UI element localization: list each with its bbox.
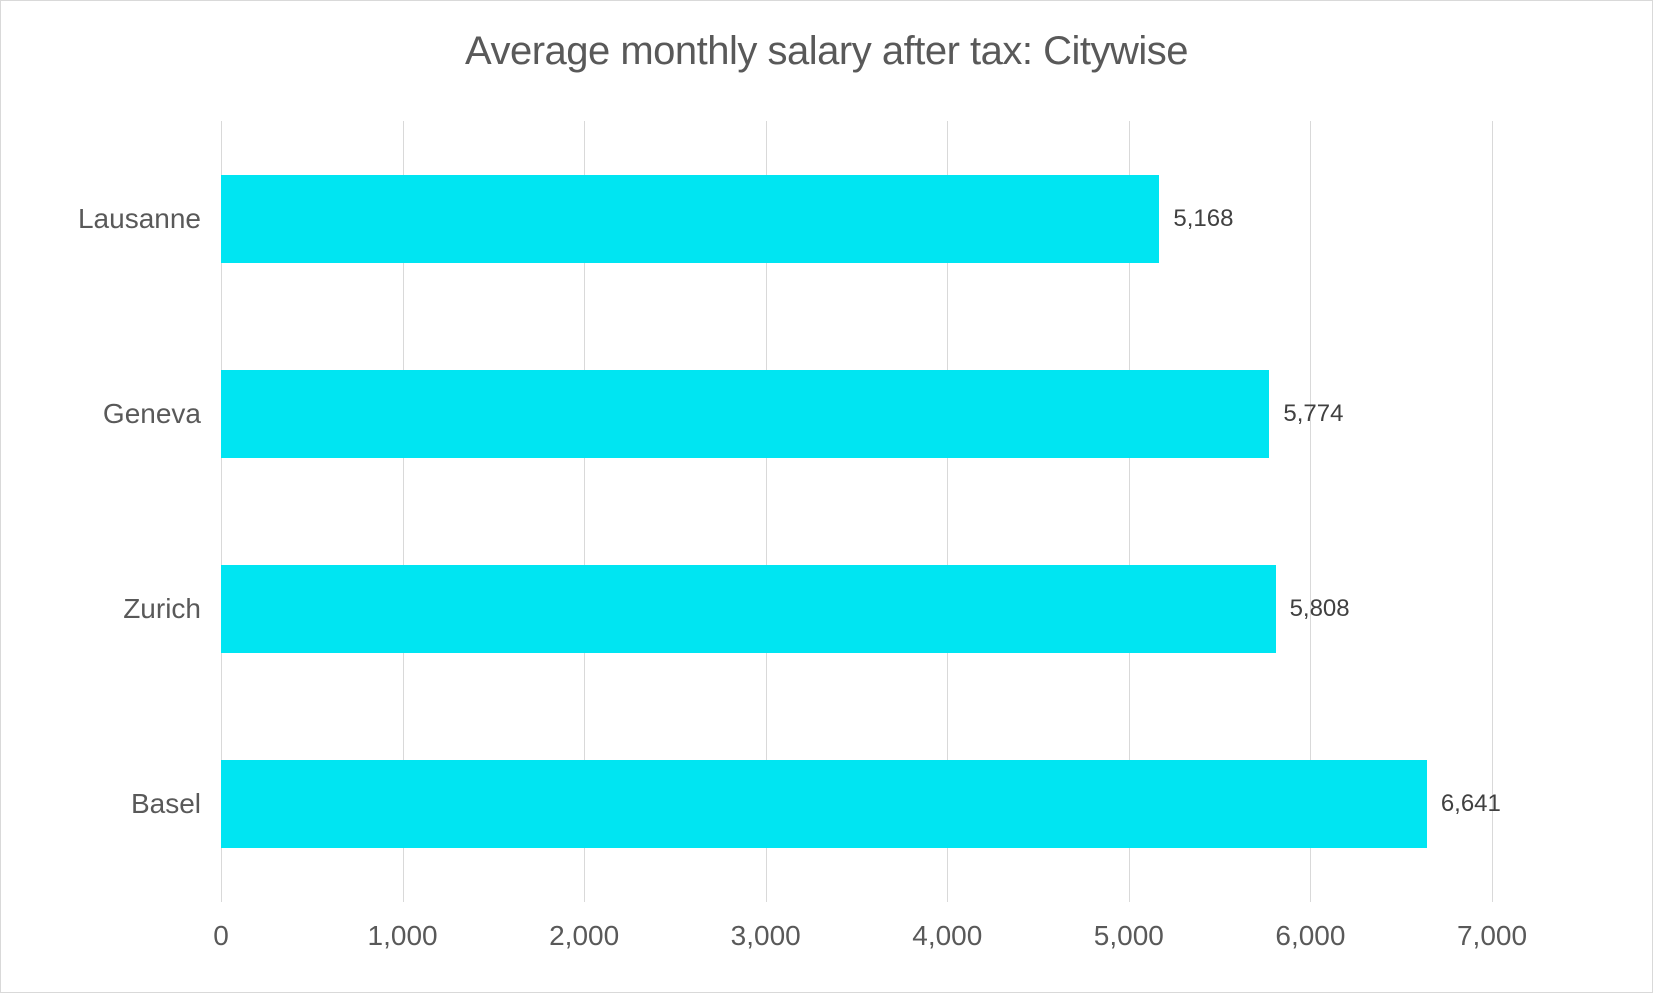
- x-tick-label: 2,000: [549, 920, 619, 952]
- bar-value-label: 5,774: [1283, 400, 1343, 428]
- bar-value-label: 5,808: [1290, 595, 1350, 623]
- x-axis-ticks: 01,0002,0003,0004,0005,0006,0007,000: [221, 912, 1492, 952]
- x-tick-label: 4,000: [912, 920, 982, 952]
- plot-area: 5,1685,7745,8086,641: [221, 121, 1492, 902]
- y-axis-labels: Lausanne Geneva Zurich Basel: [61, 121, 211, 902]
- y-category-label: Basel: [61, 788, 201, 820]
- y-category-label: Lausanne: [61, 203, 201, 235]
- y-category-label: Geneva: [61, 398, 201, 430]
- chart-title: Average monthly salary after tax: Citywi…: [1, 29, 1652, 74]
- x-tick-label: 1,000: [368, 920, 438, 952]
- x-tick-label: 0: [213, 920, 229, 952]
- plot-wrap: Lausanne Geneva Zurich Basel 5,168 5,774 5,80…: [61, 121, 1592, 902]
- y-category-label: Zurich: [61, 593, 201, 625]
- bar: [221, 175, 1159, 263]
- x-tick-label: 6,000: [1275, 920, 1345, 952]
- bar: [221, 760, 1427, 848]
- bar-value-label: 6,641: [1441, 790, 1501, 818]
- chart-frame: Average monthly salary after tax: Citywi…: [0, 0, 1653, 993]
- x-tick-label: 3,000: [731, 920, 801, 952]
- bar: [221, 370, 1269, 458]
- gridline: [1492, 121, 1493, 902]
- bar: [221, 565, 1276, 653]
- x-tick-label: 7,000: [1457, 920, 1527, 952]
- x-tick-label: 5,000: [1094, 920, 1164, 952]
- bar-value-label: 5,168: [1173, 205, 1233, 233]
